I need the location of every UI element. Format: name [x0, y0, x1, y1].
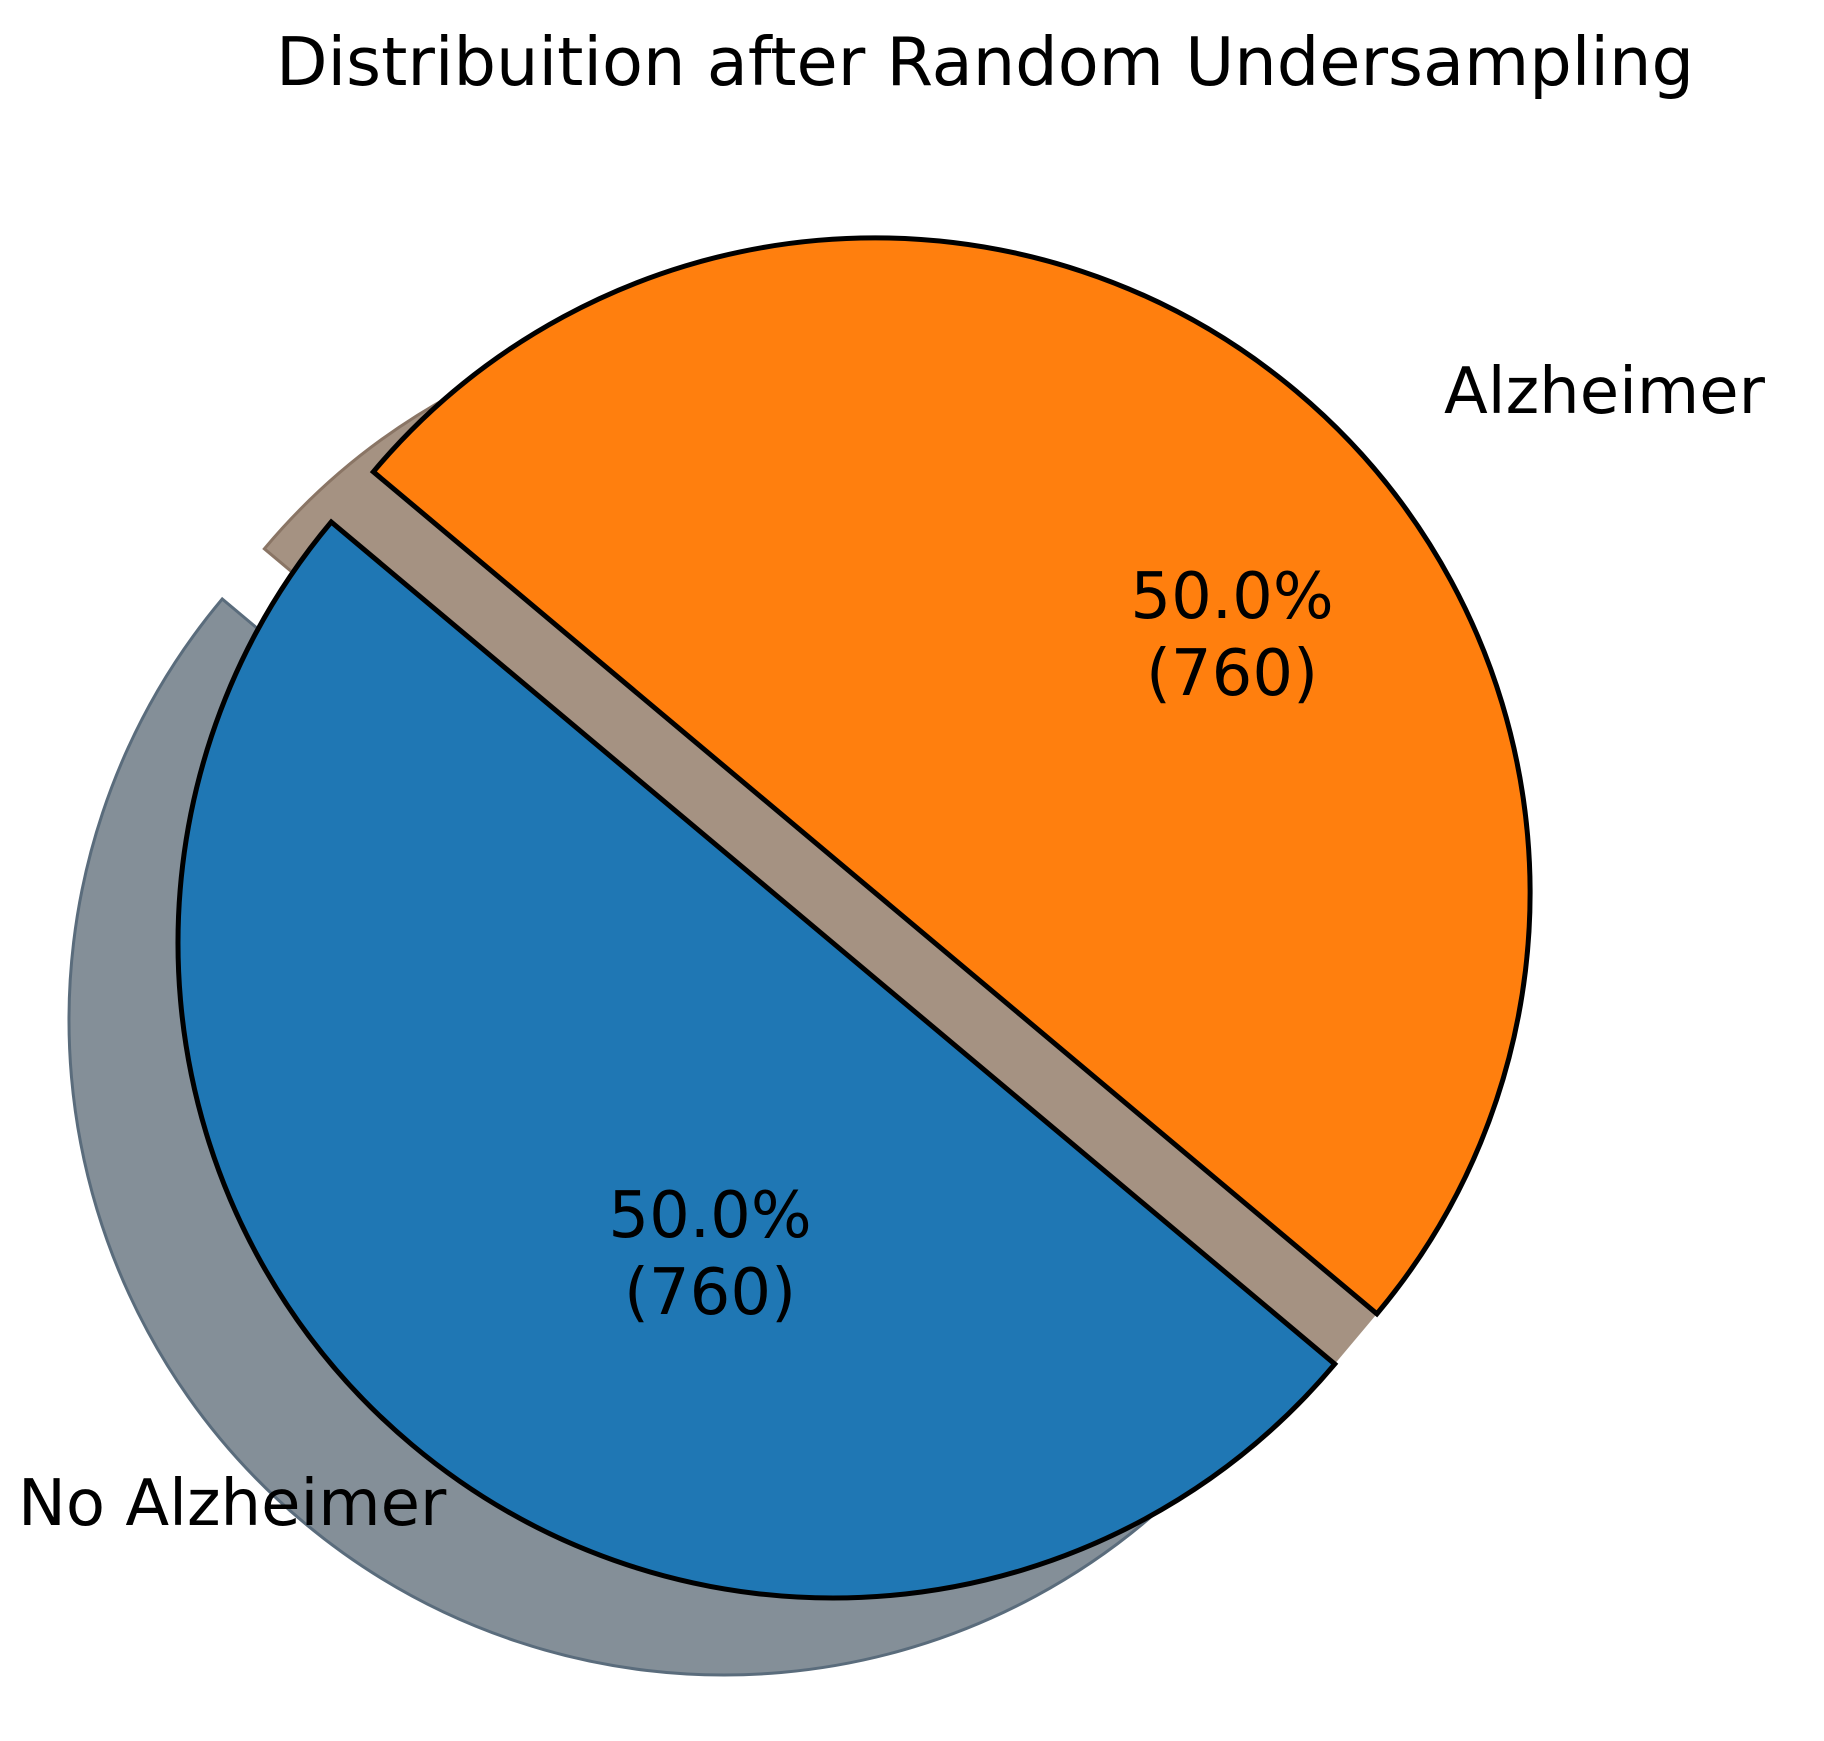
pie-count-alzheimer: (760)	[1146, 637, 1318, 711]
pie-label-no-alzheimer: No Alzheimer	[18, 1467, 447, 1541]
chart-title: Distribuition after Random Undersampling	[276, 23, 1694, 101]
pie-pct-no-alzheimer: 50.0%	[608, 1179, 811, 1253]
pie-gap-band	[331, 471, 1377, 1365]
pie-slice-no-alzheimer	[175, 518, 1339, 1601]
pie-count-no-alzheimer: (760)	[624, 1256, 796, 1330]
pie-label-alzheimer: Alzheimer	[1444, 355, 1766, 429]
pie-slice-alzheimer	[369, 235, 1533, 1318]
pie-slice-layer	[175, 235, 1533, 1601]
pie-pct-alzheimer: 50.0%	[1130, 560, 1333, 634]
